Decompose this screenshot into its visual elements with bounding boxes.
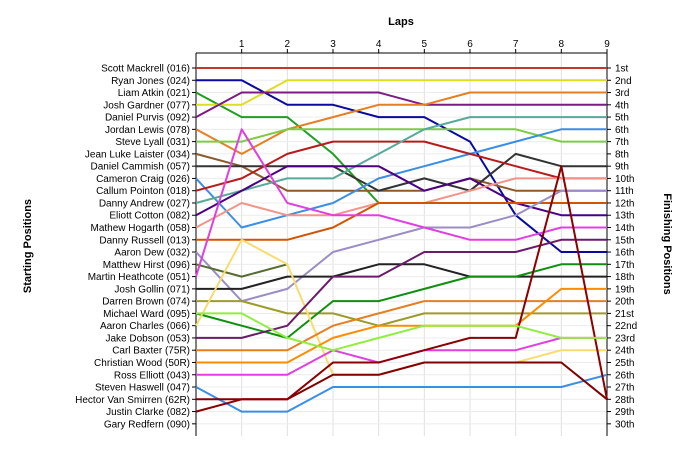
starting-label: Daniel Cammish (057) xyxy=(91,162,190,173)
starting-label: Mathew Hogarth (058) xyxy=(91,223,191,234)
finishing-label: 17th xyxy=(615,260,634,271)
starting-label: Danny Russell (013) xyxy=(99,235,190,246)
series-line xyxy=(195,91,607,155)
finishing-label: 7th xyxy=(615,137,629,148)
finishing-label: 13th xyxy=(615,211,634,222)
series-line xyxy=(196,300,607,352)
finishing-label: 9th xyxy=(615,162,629,173)
left-axis-title: Starting Positions xyxy=(22,199,34,293)
x-tick-label: 6 xyxy=(467,39,473,50)
starting-label: Daniel Purvis (092) xyxy=(105,113,190,124)
finishing-label: 10th xyxy=(615,174,634,185)
x-tick-label: 3 xyxy=(330,39,336,50)
starting-label: Justin Clarke (082) xyxy=(106,407,190,418)
finishing-label: 29th xyxy=(615,407,634,418)
finishing-label: 18th xyxy=(615,272,634,283)
finishing-label: 5th xyxy=(615,113,629,124)
starting-labels: Scott Mackrell (016)Ryan Jones (024)Liam… xyxy=(75,64,190,431)
finishing-label: 26th xyxy=(615,370,634,381)
series-line xyxy=(195,116,607,204)
starting-label: Aaron Dew (032) xyxy=(114,248,190,259)
starting-label: Josh Gollin (071) xyxy=(114,284,190,295)
finishing-label: 11th xyxy=(615,186,634,197)
starting-label: Scott Mackrell (016) xyxy=(101,64,190,75)
starting-label: Cameron Craig (026) xyxy=(96,174,190,185)
starting-label: Josh Gardner (077) xyxy=(103,100,190,111)
finishing-label: 15th xyxy=(615,235,634,246)
starting-label: Carl Baxter (75R) xyxy=(112,346,190,357)
starting-label: Matthew Hirst (096) xyxy=(103,260,190,271)
finishing-label: 22nd xyxy=(615,321,637,332)
finishing-label: 24th xyxy=(615,346,634,357)
starting-label: Ryan Jones (024) xyxy=(111,76,190,87)
starting-label: Danny Andrew (027) xyxy=(99,198,190,209)
chart-title: Laps xyxy=(388,16,414,28)
starting-label: Martin Heathcote (051) xyxy=(88,272,190,283)
finishing-label: 21st xyxy=(615,309,634,320)
starting-label: Steven Haswell (047) xyxy=(95,383,190,394)
series-line xyxy=(196,300,607,327)
starting-label: Michael Ward (095) xyxy=(103,309,190,320)
starting-label: Christian Wood (50R) xyxy=(94,358,190,369)
x-tick-label: 8 xyxy=(559,39,565,50)
finishing-label: 25th xyxy=(615,358,634,369)
series-line xyxy=(195,189,607,303)
finishing-label: 28th xyxy=(615,395,634,406)
finishing-label: 30th xyxy=(615,419,634,430)
starting-label: Jordan Lewis (078) xyxy=(105,125,190,136)
series-lines xyxy=(195,67,608,413)
finishing-label: 2nd xyxy=(615,76,632,87)
finishing-label: 16th xyxy=(615,248,634,259)
right-axis-title: Finishing Positions xyxy=(661,193,673,294)
series-line xyxy=(195,91,607,118)
lap-ticks: 1 2 3 4 5 6 7 8 9 xyxy=(239,39,610,50)
finishing-label: 3rd xyxy=(615,88,629,99)
x-tick-label: 4 xyxy=(376,39,382,50)
finishing-label: 14th xyxy=(615,223,634,234)
starting-label: Gary Redfern (090) xyxy=(104,419,190,430)
finishing-label: 23rd xyxy=(615,333,635,344)
starting-label: Jake Dobson (053) xyxy=(106,333,191,344)
starting-label: Aaron Charles (066) xyxy=(100,321,190,332)
finishing-label: 27th xyxy=(615,383,634,394)
finishing-label: 20th xyxy=(615,297,634,308)
starting-label: Ross Elliott (043) xyxy=(114,370,190,381)
starting-label: Callum Pointon (018) xyxy=(96,186,190,197)
finishing-label: 1st xyxy=(615,64,629,75)
starting-label: Darren Brown (074) xyxy=(102,297,190,308)
x-tick-label: 2 xyxy=(285,39,291,50)
starting-label: Jean Luke Laister (034) xyxy=(85,149,190,160)
series-line xyxy=(195,165,607,217)
starting-label: Eliott Cotton (082) xyxy=(109,211,190,222)
finishing-label: 19th xyxy=(615,284,634,295)
x-tick-label: 9 xyxy=(604,39,610,50)
finishing-label: 6th xyxy=(615,125,629,136)
starting-label: Hector Van Smirren (62R) xyxy=(75,395,190,406)
finishing-label: 12th xyxy=(615,198,634,209)
series-line xyxy=(195,128,607,277)
starting-label: Steve Lyall (031) xyxy=(115,137,190,148)
finishing-label: 8th xyxy=(615,149,629,160)
starting-label: Liam Atkin (021) xyxy=(118,88,190,99)
series-line xyxy=(196,287,607,364)
x-tick-label: 1 xyxy=(239,39,245,50)
series-line xyxy=(195,128,607,229)
series-line xyxy=(195,263,288,278)
series-line xyxy=(196,312,607,352)
finishing-label: 4th xyxy=(615,100,629,111)
x-tick-label: 7 xyxy=(513,39,519,50)
x-tick-label: 5 xyxy=(422,39,428,50)
series-line xyxy=(195,165,608,413)
series-line xyxy=(195,373,608,413)
series-line xyxy=(196,238,607,339)
